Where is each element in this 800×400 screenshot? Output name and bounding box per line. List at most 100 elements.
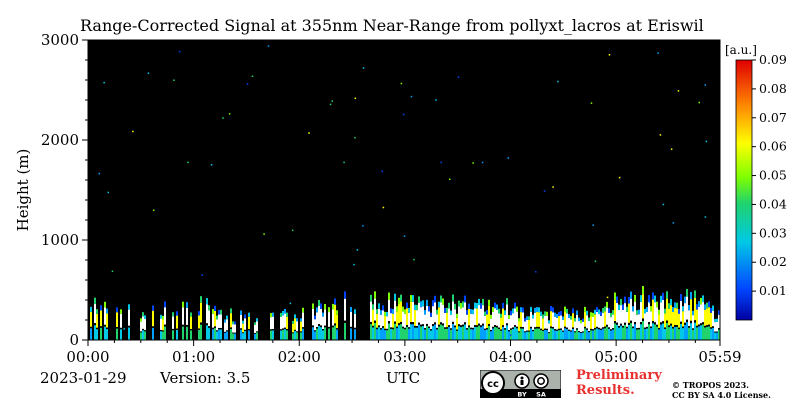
x-tick-label: 05:00 [595, 348, 638, 366]
signal-cell [598, 314, 600, 328]
signal-cell [708, 301, 710, 308]
signal-cell [686, 296, 688, 320]
signal-cell [514, 308, 516, 326]
signal-cell [450, 329, 452, 340]
signal-cell [612, 310, 614, 315]
signal-cell [558, 316, 560, 329]
signal-cell [140, 318, 142, 322]
signal-cell [490, 318, 492, 330]
signal-cell [618, 309, 620, 326]
version-label: Version: 3.5 [160, 369, 251, 387]
signal-cell [242, 333, 244, 340]
signal-cell [312, 327, 314, 340]
signal-cell [404, 329, 406, 340]
signal-cell [128, 304, 130, 310]
signal-cell [372, 304, 374, 310]
signal-cell [144, 319, 146, 331]
signal-cell [512, 308, 514, 314]
signal-cell [718, 329, 720, 340]
signal-cell [176, 315, 178, 329]
signal-cell [574, 332, 576, 340]
signal-cell [696, 327, 698, 340]
signal-cell [654, 302, 656, 323]
signal-cell [350, 306, 352, 312]
signal-cell [316, 307, 318, 313]
signal-cell [672, 328, 674, 340]
noise-point [507, 157, 510, 159]
signal-cell [378, 308, 380, 326]
signal-cell [448, 308, 450, 326]
signal-cell [672, 307, 674, 312]
signal-cell [606, 326, 608, 340]
signal-cell [396, 328, 398, 340]
signal-cell [344, 322, 346, 340]
signal-cell [248, 316, 250, 330]
signal-cell [622, 309, 624, 326]
signal-cell [510, 310, 512, 316]
signal-cell [620, 305, 622, 324]
signal-cell [106, 308, 108, 314]
signal-cell [562, 316, 564, 321]
signal-cell [214, 310, 216, 327]
signal-cell [626, 328, 628, 340]
signal-cell [512, 328, 514, 340]
noise-point [618, 176, 621, 179]
signal-cell [96, 329, 98, 340]
signal-cell [408, 307, 410, 313]
signal-cell [104, 307, 106, 325]
signal-cell [494, 326, 496, 340]
signal-cell [580, 320, 582, 324]
signal-cell [594, 309, 596, 315]
signal-cell [574, 321, 576, 332]
signal-cell [90, 306, 92, 312]
signal-cell [712, 305, 714, 311]
signal-cell [280, 330, 282, 340]
signal-cell [536, 312, 538, 327]
signal-cell [186, 326, 188, 340]
noise-point [440, 161, 443, 164]
signal-cell [610, 313, 612, 318]
signal-cell [628, 324, 630, 340]
noise-point [707, 319, 709, 322]
colorbar-ticks: 0.01 0.02 0.03 0.04 0.05 0.06 0.07 0.08 0.09 [752, 52, 787, 298]
signal-cell [562, 331, 564, 340]
signal-cell [224, 322, 226, 332]
signal-cell [172, 312, 174, 317]
signal-cell [472, 329, 474, 340]
signal-cell [636, 310, 638, 315]
signal-cell [644, 308, 646, 314]
signal-cell [334, 304, 336, 324]
signal-cell [406, 326, 408, 340]
noise-point [672, 222, 675, 224]
signal-cell [374, 298, 376, 321]
noise-point [535, 271, 537, 273]
noise-point [336, 321, 338, 324]
signal-cell [376, 313, 378, 328]
signal-cell [488, 305, 490, 324]
cc-mark: cc [487, 379, 499, 390]
signal-cell [230, 328, 232, 340]
signal-cell [380, 329, 382, 340]
signal-cell [658, 329, 660, 340]
signal-cell [248, 312, 250, 317]
noise-point [362, 225, 364, 227]
signal-cell [624, 303, 626, 323]
signal-cell [624, 324, 626, 340]
signal-cell [618, 327, 620, 340]
signal-cell [634, 301, 636, 322]
signal-cell [666, 291, 668, 299]
signal-cell [670, 325, 672, 340]
signal-cell [596, 311, 598, 327]
signal-cell [332, 327, 334, 340]
noise-point [362, 67, 365, 69]
signal-cell [494, 308, 496, 326]
signal-cell [694, 290, 696, 298]
signal-cell [394, 323, 396, 340]
signal-cell [240, 310, 242, 315]
signal-cell [318, 306, 320, 325]
signal-cell [620, 325, 622, 340]
signal-cell [558, 311, 560, 317]
signal-cell [242, 323, 244, 333]
signal-cell [556, 317, 558, 330]
signal-cell [104, 326, 106, 340]
